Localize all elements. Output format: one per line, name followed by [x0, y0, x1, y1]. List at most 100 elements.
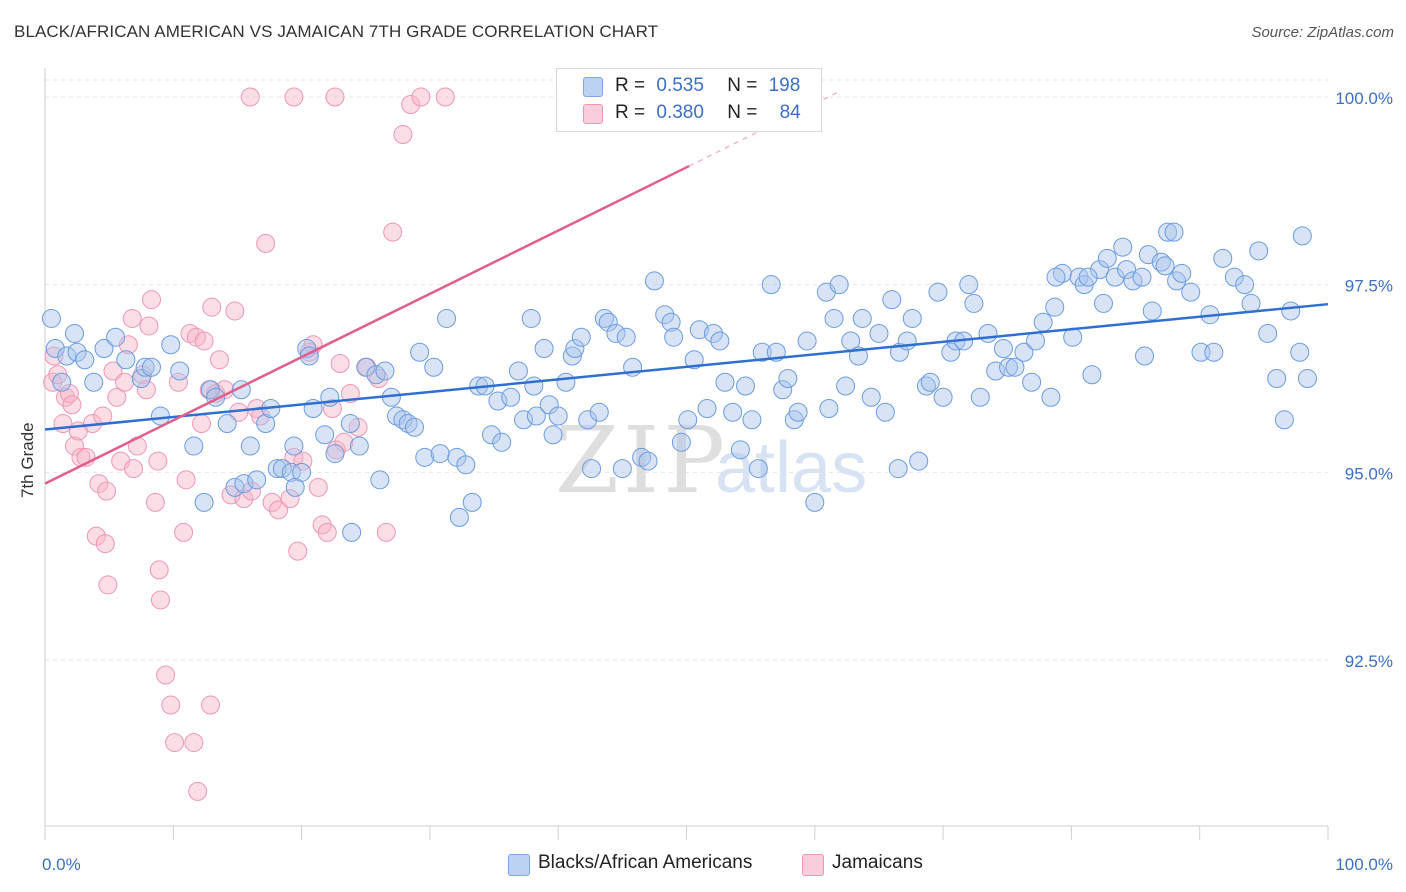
black-african-american-point: [1213, 248, 1233, 268]
jamaican-point: [124, 459, 144, 479]
black-african-american-point: [41, 308, 61, 328]
black-african-american-point: [606, 323, 626, 343]
jamaican-point: [59, 384, 79, 404]
black-african-american-point: [933, 387, 953, 407]
black-african-american-point: [116, 350, 136, 370]
black-african-american-point: [671, 432, 691, 452]
black-african-american-point: [410, 342, 430, 362]
black-african-american-point: [94, 338, 114, 358]
black-african-american-point: [594, 308, 614, 328]
black-african-american-point: [916, 376, 936, 396]
black-african-american-point: [150, 406, 170, 426]
black-african-american-point: [861, 387, 881, 407]
black-african-american-point: [405, 417, 425, 437]
jamaican-point: [56, 387, 76, 407]
black-african-american-point: [715, 372, 735, 392]
jamaicans-trend-line: [44, 164, 690, 485]
black-african-american-point: [888, 459, 908, 479]
chart-source: Source: ZipAtlas.com: [1251, 24, 1394, 41]
jamaican-point: [176, 470, 196, 490]
black-african-american-point: [632, 447, 652, 467]
jamaican-point: [149, 560, 169, 580]
jamaican-point: [322, 399, 342, 419]
black-african-american-point: [824, 308, 844, 328]
jamaican-point: [201, 695, 221, 715]
black-african-american-point: [415, 447, 435, 467]
axes: [44, 68, 1329, 840]
legend-n-value: 84: [779, 102, 801, 123]
black-african-american-point: [1041, 387, 1061, 407]
black-african-american-point: [325, 444, 345, 464]
black-african-american-point: [84, 372, 104, 392]
jamaican-point: [65, 436, 85, 456]
legend-n-label: N =: [727, 102, 758, 123]
jamaican-point: [145, 492, 165, 512]
black-african-american-point: [1046, 267, 1066, 287]
black-african-american-point: [1142, 301, 1162, 321]
black-african-american-point: [1164, 222, 1184, 242]
legend-r-label: R =: [615, 75, 646, 96]
black-african-american-point: [1005, 357, 1025, 377]
black-african-american-point: [161, 335, 181, 355]
legend-r-value: 0.380: [656, 102, 704, 123]
black-african-american-point: [562, 346, 582, 366]
jamaican-point: [284, 87, 304, 107]
jamaican-point: [330, 353, 350, 373]
jamaican-point: [98, 575, 118, 595]
x-tick-label: 100.0%: [1335, 855, 1393, 874]
watermark-atlas: atlas: [715, 428, 867, 508]
jamaican-point: [156, 665, 176, 685]
jamaican-point: [95, 534, 115, 554]
black-african-american-point: [829, 275, 849, 295]
jamaican-point: [240, 87, 260, 107]
black-african-american-point: [256, 414, 276, 434]
black-african-american-point: [1224, 267, 1244, 287]
legend-r-value: 0.535: [656, 75, 704, 96]
legend-swatch-pink: [583, 104, 603, 124]
blacks-trend-line: [44, 302, 1329, 431]
correlation-legend: R = 0.535 N = 198 R = 0.380 N = 84: [556, 68, 822, 132]
black-african-american-point: [106, 327, 126, 347]
jamaican-point: [401, 95, 421, 115]
y-tick-label: 97.5%: [1345, 277, 1393, 296]
chart-title: BLACK/AFRICAN AMERICAN VS JAMAICAN 7TH G…: [14, 22, 659, 41]
black-african-american-point: [342, 522, 362, 542]
black-african-american-point: [788, 402, 808, 422]
legend-label-jamaicans: Jamaicans: [832, 852, 923, 873]
black-african-american-point: [1097, 248, 1117, 268]
black-african-american-point: [638, 451, 658, 471]
watermark-zip: ZIP: [555, 407, 729, 514]
black-african-american-point: [993, 338, 1013, 358]
jamaican-point: [194, 331, 214, 351]
black-african-american-point: [45, 338, 65, 358]
y-axis-title: 7th Grade: [18, 422, 38, 498]
black-african-american-point: [75, 350, 95, 370]
jamaican-point: [308, 477, 328, 497]
jamaican-point: [202, 297, 222, 317]
jamaican-point: [161, 695, 181, 715]
black-african-american-point: [869, 323, 889, 343]
black-african-american-point: [1155, 256, 1175, 276]
black-african-american-point: [430, 444, 450, 464]
black-african-american-point: [1181, 282, 1201, 302]
jamaican-point: [209, 350, 229, 370]
black-african-american-point: [819, 399, 839, 419]
jamaican-point: [393, 125, 413, 145]
black-african-american-point: [678, 410, 698, 430]
black-african-american-point: [1158, 222, 1178, 242]
black-african-american-point: [1093, 293, 1113, 313]
legend-n-value: 198: [768, 75, 801, 96]
black-african-american-point: [703, 323, 723, 343]
legend-n-label: N =: [727, 75, 758, 96]
black-african-american-point: [928, 282, 948, 302]
black-african-american-point: [1105, 267, 1125, 287]
black-african-american-point: [548, 406, 568, 426]
black-african-american-point: [909, 451, 929, 471]
black-african-american-point: [875, 402, 895, 422]
jamaican-point: [165, 733, 185, 753]
black-african-american-point: [1117, 260, 1137, 280]
black-african-american-point: [612, 459, 632, 479]
black-african-american-point: [65, 323, 85, 343]
black-african-american-point: [978, 323, 998, 343]
black-african-american-point: [543, 425, 563, 445]
